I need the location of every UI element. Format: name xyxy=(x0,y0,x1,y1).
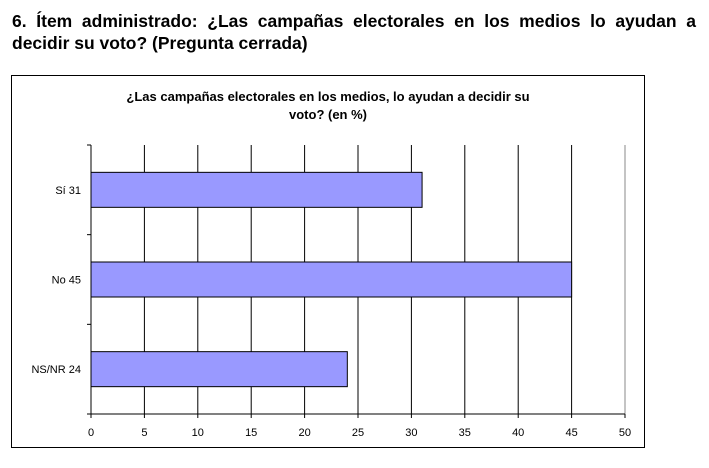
chart-title-line-2: voto? (en %) xyxy=(289,107,367,122)
x-tick-label: 45 xyxy=(565,427,577,439)
bar xyxy=(90,171,423,208)
x-tick-label: 20 xyxy=(298,427,310,439)
x-tick-label: 0 xyxy=(88,427,94,439)
category-label: NS/NR 24 xyxy=(31,364,81,376)
category-label: No 45 xyxy=(52,275,81,287)
x-tick-label: 30 xyxy=(405,427,417,439)
bar xyxy=(90,351,348,388)
x-tick-label: 50 xyxy=(619,427,631,439)
x-tick-label: 10 xyxy=(192,427,204,439)
x-tick-label: 35 xyxy=(459,427,471,439)
bar xyxy=(90,261,573,298)
x-tick-label: 15 xyxy=(245,427,257,439)
chart-frame xyxy=(11,75,645,448)
chart-title-line-1: ¿Las campañas electorales en los medios,… xyxy=(126,89,530,104)
section-heading: 6. Ítem administrado: ¿Las campañas elec… xyxy=(12,11,696,53)
x-tick-label: 25 xyxy=(352,427,364,439)
chart-title: ¿Las campañas electorales en los medios,… xyxy=(11,88,645,124)
x-tick-label: 40 xyxy=(512,427,524,439)
category-label: Sí 31 xyxy=(55,185,81,197)
x-tick-label: 5 xyxy=(141,427,147,439)
